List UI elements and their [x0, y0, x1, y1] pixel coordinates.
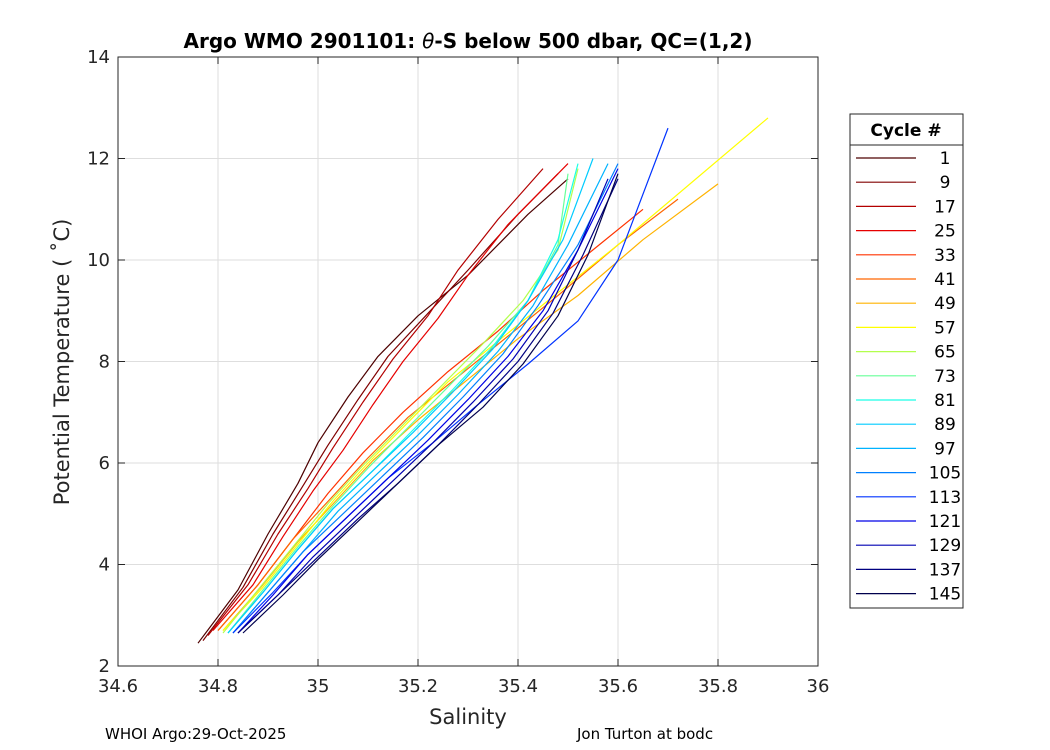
- legend-label: 41: [934, 270, 956, 290]
- x-tick-label: 35.2: [398, 676, 438, 697]
- x-tick-label: 34.6: [98, 676, 138, 697]
- legend-box: [849, 113, 964, 609]
- legend-label: 113: [929, 488, 961, 508]
- legend-label: 129: [929, 536, 961, 556]
- legend-label: 89: [934, 415, 956, 435]
- y-tick-label: 10: [87, 250, 110, 271]
- series-line-cycle-65: [222, 168, 579, 634]
- x-tick-label: 35.4: [498, 676, 538, 697]
- legend-label: 137: [929, 560, 961, 580]
- series-line-cycle-89: [227, 158, 594, 634]
- series-line-cycle-49: [222, 183, 719, 631]
- plot-series: [197, 117, 769, 644]
- legend-title: Cycle #: [870, 121, 941, 141]
- series-line-cycle-1: [197, 178, 569, 644]
- chart-title: Argo WMO 2901101: θ-S below 500 dbar, QC…: [184, 29, 753, 53]
- legend-label: 81: [934, 391, 956, 411]
- legend-entries: 1 9 17 25 33 41 49 57 65 73 81 89 97 105 113 121 129 137 1…: [856, 149, 961, 605]
- series-line-cycle-129: [237, 178, 609, 634]
- legend-label: 97: [934, 439, 956, 459]
- legend-label: 17: [934, 197, 956, 217]
- x-tick-label: 35.6: [598, 676, 638, 697]
- x-tick-label: 35.8: [698, 676, 738, 697]
- footer-right-credit: Jon Turton at bodc: [577, 725, 714, 743]
- x-tick-label: 36: [807, 676, 830, 697]
- chart-title-main: Argo WMO 2901101:: [184, 29, 423, 53]
- x-tick-label: 34.8: [198, 676, 238, 697]
- series-line-cycle-17: [207, 168, 544, 636]
- series-line-cycle-105: [232, 163, 619, 634]
- y-axis-label: Potential Temperature ( ˚C): [50, 219, 74, 506]
- axis-ticks: 34.6 34.8 35 35.2 35.4 35.6 35.8 36 2 4 6 8 10 12 14: [87, 47, 829, 697]
- series-line-cycle-97: [232, 163, 609, 634]
- series-line-cycle-145: [242, 173, 619, 634]
- y-tick-label: 4: [99, 555, 110, 576]
- series-line-cycle-25: [212, 163, 569, 631]
- chart-title-theta: θ: [422, 29, 434, 53]
- legend-label: 105: [929, 464, 961, 484]
- y-tick-label: 2: [99, 656, 110, 677]
- legend-label: 73: [934, 367, 956, 387]
- footer-left-credit: WHOI Argo:29-Oct-2025: [105, 725, 287, 743]
- x-tick-label: 35: [307, 676, 330, 697]
- y-tick-label: 6: [99, 453, 110, 474]
- y-tick-label: 12: [87, 149, 110, 170]
- chart-title-rest: -S below 500 dbar, QC=(1,2): [434, 29, 752, 53]
- legend-label: 57: [934, 318, 956, 338]
- legend-label: 121: [929, 512, 961, 532]
- y-tick-label: 8: [99, 352, 110, 373]
- legend: Cycle # 1 9 17 25 33 41 49 57 65 73 81 89 97 105 113 12…: [849, 113, 964, 609]
- series-line-cycle-57: [222, 117, 769, 631]
- legend-label: 1: [940, 149, 951, 169]
- legend-label: 25: [934, 222, 956, 242]
- legend-label: 145: [929, 585, 961, 605]
- series-line-cycle-9: [202, 173, 559, 641]
- grid: [118, 57, 818, 666]
- y-tick-label: 14: [87, 47, 110, 68]
- legend-label: 9: [940, 173, 951, 193]
- legend-label: 33: [934, 246, 956, 266]
- x-axis-label: Salinity: [429, 705, 507, 729]
- series-line-cycle-121: [237, 168, 619, 634]
- legend-label: 49: [934, 294, 956, 314]
- legend-label: 65: [934, 343, 956, 363]
- series-line-cycle-41: [217, 198, 679, 631]
